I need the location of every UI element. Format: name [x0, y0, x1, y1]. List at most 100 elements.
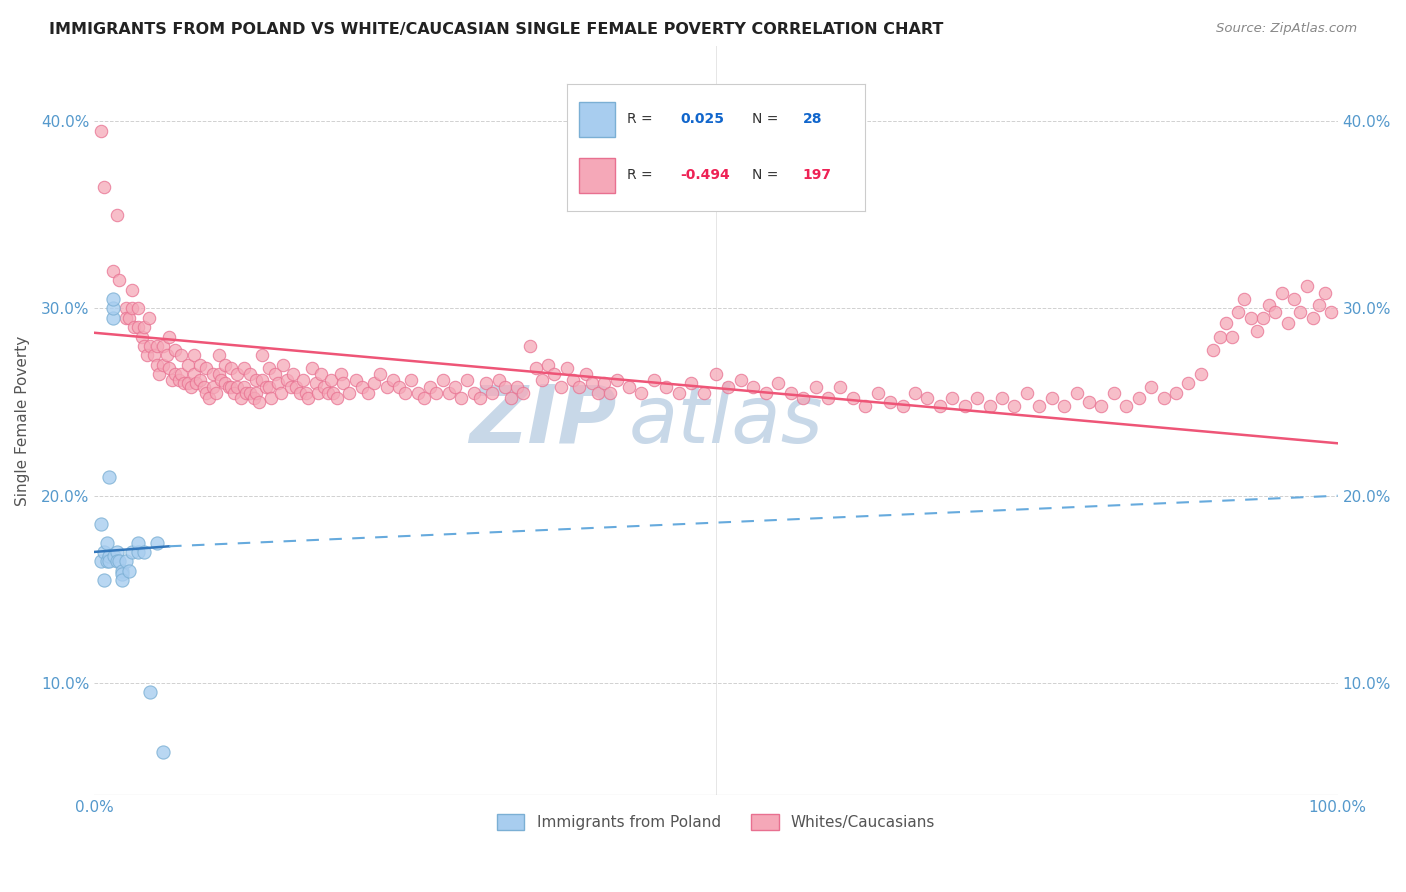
Point	[226, 380, 249, 394]
Point	[1208, 329, 1230, 343]
Point	[537, 358, 560, 372]
Point	[260, 392, 283, 406]
Point	[1040, 392, 1063, 406]
Point	[283, 367, 305, 381]
Point	[681, 376, 703, 391]
Point	[344, 373, 367, 387]
Point	[394, 385, 416, 400]
Point	[326, 392, 349, 406]
Point	[350, 380, 373, 394]
Point	[617, 380, 640, 394]
Point	[917, 392, 939, 406]
Point	[1289, 305, 1312, 319]
Point	[232, 361, 254, 376]
Point	[98, 549, 121, 563]
Point	[1153, 392, 1175, 406]
Point	[101, 264, 124, 278]
Point	[101, 301, 124, 316]
Point	[543, 367, 565, 381]
Point	[226, 367, 249, 381]
Point	[704, 367, 727, 381]
Point	[295, 385, 318, 400]
Point	[1233, 292, 1256, 306]
Point	[195, 361, 218, 376]
Point	[118, 310, 141, 325]
Point	[1282, 292, 1305, 306]
Point	[96, 554, 118, 568]
Point	[357, 385, 380, 400]
Point	[239, 385, 262, 400]
Point	[1308, 298, 1330, 312]
Point	[145, 535, 167, 549]
Point	[606, 373, 628, 387]
Point	[406, 385, 429, 400]
Point	[214, 376, 236, 391]
Point	[1264, 305, 1286, 319]
Point	[143, 348, 166, 362]
Point	[98, 470, 121, 484]
Point	[160, 373, 183, 387]
Point	[98, 554, 121, 568]
Point	[247, 395, 270, 409]
Point	[375, 380, 398, 394]
Point	[779, 385, 801, 400]
Point	[1302, 310, 1324, 325]
Point	[804, 380, 827, 394]
Text: Source: ZipAtlas.com: Source: ZipAtlas.com	[1216, 22, 1357, 36]
Point	[1239, 310, 1261, 325]
Point	[138, 310, 160, 325]
Point	[245, 373, 267, 387]
Point	[111, 573, 134, 587]
Point	[1295, 279, 1317, 293]
Point	[717, 380, 740, 394]
Point	[524, 361, 547, 376]
Point	[145, 339, 167, 353]
Point	[494, 380, 516, 394]
Point	[193, 380, 215, 394]
Point	[941, 392, 963, 406]
Point	[167, 373, 190, 387]
Point	[630, 385, 652, 400]
Point	[562, 373, 585, 387]
Point	[208, 367, 231, 381]
Point	[766, 376, 789, 391]
Point	[297, 392, 319, 406]
Point	[201, 380, 224, 394]
Point	[280, 380, 302, 394]
Point	[550, 380, 572, 394]
Point	[235, 385, 257, 400]
Point	[332, 376, 354, 391]
Point	[170, 367, 193, 381]
Point	[101, 292, 124, 306]
Point	[742, 380, 765, 394]
Point	[991, 392, 1014, 406]
Point	[643, 373, 665, 387]
Point	[157, 361, 180, 376]
Point	[425, 385, 447, 400]
Point	[152, 358, 174, 372]
Point	[456, 373, 478, 387]
Point	[1078, 395, 1101, 409]
Point	[114, 310, 136, 325]
Y-axis label: Single Female Poverty: Single Female Poverty	[15, 335, 30, 506]
Point	[1164, 385, 1187, 400]
Point	[1258, 298, 1281, 312]
Point	[252, 348, 274, 362]
Point	[152, 339, 174, 353]
Point	[209, 373, 232, 387]
Point	[188, 373, 211, 387]
Point	[105, 208, 128, 222]
Point	[267, 376, 290, 391]
Point	[134, 545, 156, 559]
Point	[93, 545, 115, 559]
Point	[121, 301, 143, 316]
Point	[904, 385, 927, 400]
Point	[316, 385, 339, 400]
Point	[581, 376, 603, 391]
Point	[966, 392, 988, 406]
Point	[198, 392, 221, 406]
Point	[201, 367, 224, 381]
Point	[444, 380, 467, 394]
Point	[1115, 399, 1137, 413]
Point	[307, 385, 329, 400]
